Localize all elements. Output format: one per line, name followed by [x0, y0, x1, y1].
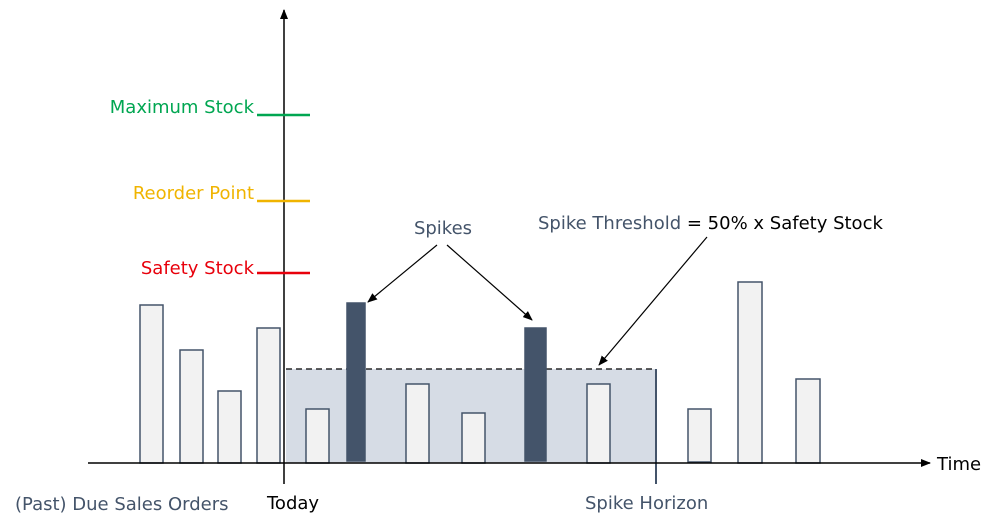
- spike-bar: [346, 302, 366, 462]
- spike-threshold-formula: = 50% x Safety Stock: [681, 213, 883, 234]
- past-bar: [179, 349, 204, 464]
- past-bar: [139, 304, 164, 464]
- order-bar: [586, 383, 611, 464]
- spike-threshold-arrow: [598, 236, 708, 366]
- order-bar: [737, 281, 763, 464]
- spike-bar: [524, 327, 547, 462]
- past-bar: [217, 390, 242, 464]
- spikes-arrow-right: [446, 244, 533, 321]
- spike-threshold-label: Spike Threshold = 50% x Safety Stock: [538, 213, 883, 234]
- spikes-label: Spikes: [414, 218, 472, 239]
- order-bar: [461, 412, 486, 464]
- order-bar: [405, 383, 430, 464]
- time-label: Time: [936, 454, 981, 475]
- maximum-stock-label: Maximum Stock: [110, 97, 255, 118]
- today-label: Today: [266, 493, 319, 514]
- order-bar: [687, 408, 712, 463]
- reorder-point-label: Reorder Point: [133, 183, 254, 204]
- order-bar: [305, 408, 330, 464]
- spikes-arrow-left: [367, 244, 438, 303]
- spike-horizon-label: Spike Horizon: [585, 493, 708, 514]
- past-bar: [256, 327, 281, 464]
- order-bar: [795, 378, 821, 464]
- spike-threshold-term: Spike Threshold: [538, 213, 681, 234]
- safety-stock-label: Safety Stock: [141, 258, 255, 279]
- past-due-label: (Past) Due Sales Orders: [15, 494, 229, 515]
